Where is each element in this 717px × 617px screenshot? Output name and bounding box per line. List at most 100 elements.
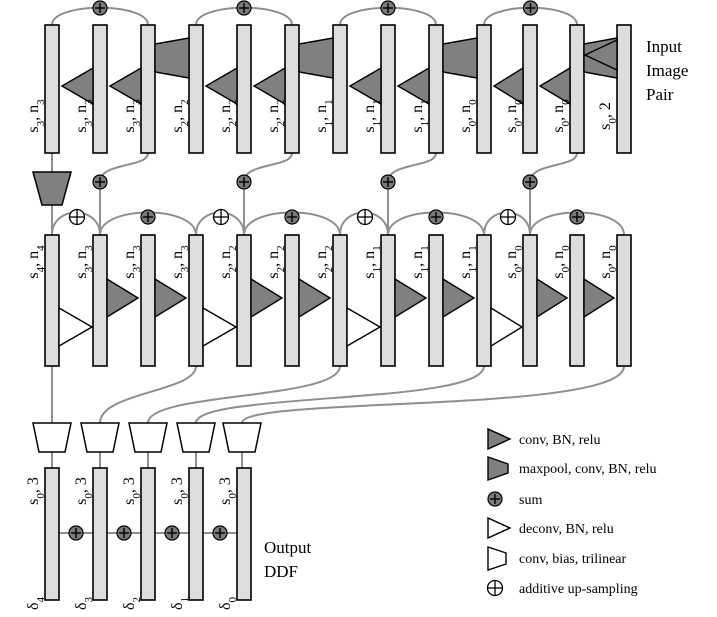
label-text: , n — [503, 105, 520, 121]
decoder-bar — [92, 234, 108, 367]
sum-node — [522, 0, 539, 16]
decoder-bar — [284, 234, 300, 367]
label-text: s — [550, 126, 567, 132]
label-text: , n — [503, 251, 520, 267]
head-wire — [147, 365, 341, 424]
delta-label: δ1 — [169, 597, 191, 610]
label-text: , 3 — [121, 477, 138, 493]
label-text: , n — [25, 251, 42, 267]
label-subscript: 0 — [513, 245, 525, 251]
label-subscript: 3 — [131, 266, 143, 272]
sum-node — [92, 0, 108, 16]
legend-label: conv, BN, relu — [519, 433, 601, 448]
label-subscript: 2 — [227, 99, 239, 105]
label-text: s — [217, 272, 234, 278]
ddf-bar — [44, 467, 60, 601]
label-text: , 3 — [217, 477, 234, 493]
label-text: s — [265, 272, 282, 278]
encoder-bar — [332, 24, 348, 154]
connections — [51, 6, 625, 534]
decoder-label: s1, n1 — [457, 245, 479, 278]
label-text: , n — [597, 251, 614, 267]
label-text: , n — [265, 251, 282, 267]
label-subscript: 3 — [83, 99, 95, 105]
maxpool-trapezoid-icon — [32, 171, 72, 206]
label-subscript: 0 — [560, 120, 572, 126]
label-text: s — [217, 126, 234, 132]
label-text: s — [73, 272, 90, 278]
encoder-label: s0, 2 — [597, 102, 619, 130]
conv-triangle-icon — [106, 277, 140, 319]
decoder-label: s3, n3 — [121, 245, 143, 279]
label-subscript: 3 — [83, 266, 95, 272]
label-text: s — [121, 126, 138, 132]
label-subscript: 2 — [275, 121, 287, 127]
label-text: s — [169, 272, 186, 278]
label-subscript: 0 — [227, 596, 239, 602]
label-text: s — [597, 272, 614, 278]
encoder-label: s2, n2 — [265, 99, 287, 132]
label-subscript: 3 — [35, 99, 47, 105]
label-subscript: 1 — [419, 245, 431, 251]
conv-triangle-icon — [487, 427, 512, 451]
legend-label: additive up-sampling — [519, 582, 638, 597]
encoder-label: s3, n3 — [121, 99, 143, 133]
label-subscript: 0 — [467, 120, 479, 126]
label-subscript: 2 — [179, 99, 191, 105]
conv-triangle-icon — [252, 66, 286, 106]
label-text: , 2 — [597, 102, 614, 118]
sum-node — [380, 174, 396, 190]
decoder-bar — [140, 234, 156, 367]
label-subscript: 4 — [35, 245, 47, 251]
label-subscript: 2 — [131, 597, 143, 603]
label-text: , n — [217, 251, 234, 267]
sum-node — [522, 174, 538, 190]
conv-triangle-icon — [204, 66, 238, 106]
decoder-bar — [428, 234, 444, 367]
label-subscript: 3 — [83, 596, 95, 602]
label-text: s — [73, 126, 90, 132]
label-text: s — [217, 499, 234, 505]
encoder-bar — [569, 24, 585, 154]
label-text: s — [597, 124, 614, 130]
label-text: , 3 — [25, 477, 42, 493]
label-subscript: 1 — [371, 121, 383, 127]
output-title: Output DDF — [264, 538, 315, 581]
label-text: , n — [361, 251, 378, 267]
encoder-bar — [236, 24, 252, 154]
decoder-bar — [569, 234, 585, 367]
encoder-bar — [428, 24, 444, 154]
encoder-label: s0, n0 — [503, 99, 525, 133]
label-subscript: 0 — [467, 99, 479, 105]
skip-link — [99, 152, 149, 183]
label-text: s — [25, 126, 42, 132]
encoder-bar — [380, 24, 396, 154]
decoder-bar — [236, 234, 252, 367]
conv-triangle-icon — [348, 66, 382, 106]
label-subscript: 1 — [467, 245, 479, 251]
decoder-label: s3, n3 — [169, 245, 191, 279]
conv-trilinear-trapezoid-icon — [222, 422, 262, 453]
label-text: , n — [169, 251, 186, 267]
label-text: s — [25, 499, 42, 505]
deconv-triangle-icon — [490, 306, 524, 348]
label-subscript: 2 — [323, 267, 335, 273]
label-subscript: 2 — [275, 267, 287, 273]
feature-map-bars — [44, 24, 632, 601]
label-text: s — [457, 126, 474, 132]
label-text: , n — [550, 105, 567, 121]
label-text: , n — [265, 105, 282, 121]
ddf-label: s0, 3 — [73, 477, 95, 505]
label-subscript: 0 — [513, 99, 525, 105]
label-text: s — [313, 272, 330, 278]
label-subscript: 0 — [607, 266, 619, 272]
conv-trilinear-trapezoid-icon — [128, 422, 168, 453]
label-subscript: 3 — [131, 120, 143, 126]
label-subscript: 0 — [179, 493, 191, 499]
conv-trilinear-trapezoid-icon — [176, 422, 216, 453]
label-subscript: 4 — [35, 266, 47, 272]
sum-dot-icon — [487, 491, 503, 507]
label-text: , n — [25, 105, 42, 121]
label-text: s — [169, 126, 186, 132]
